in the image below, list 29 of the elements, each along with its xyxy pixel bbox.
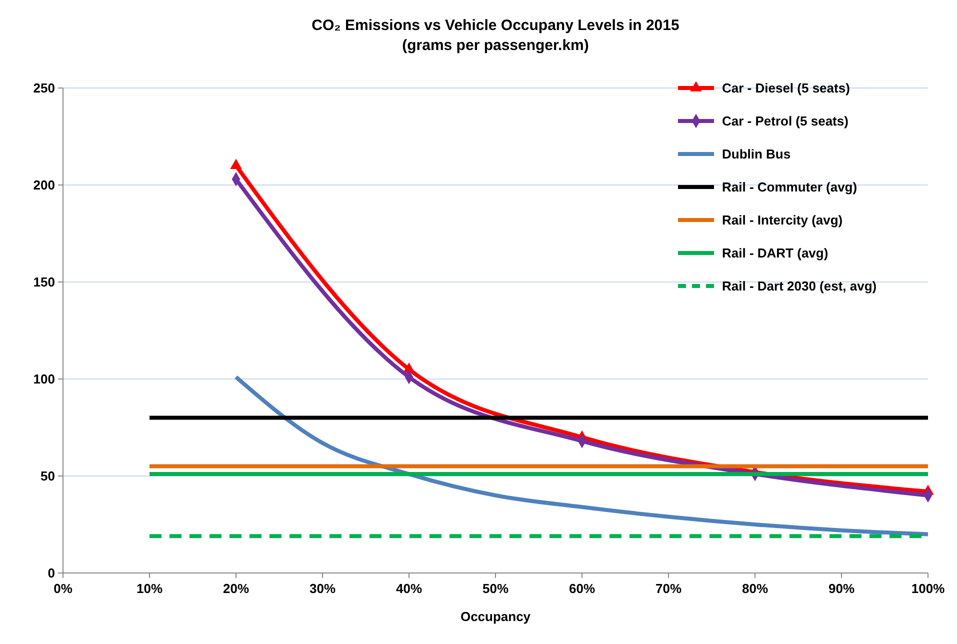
legend-label: Dublin Bus bbox=[722, 146, 791, 162]
chart-subtitle: (grams per passenger.km) bbox=[402, 37, 589, 54]
line-series bbox=[234, 375, 930, 536]
legend-label: Car - Diesel (5 seats) bbox=[722, 80, 850, 96]
legend-label: Rail - DART (avg) bbox=[722, 246, 828, 261]
y-tick-label: 100 bbox=[33, 372, 55, 387]
x-tick-label: 50% bbox=[482, 581, 509, 596]
point bbox=[230, 158, 242, 169]
y-tick-label: 150 bbox=[33, 274, 55, 290]
y-tick-label: 250 bbox=[33, 80, 55, 96]
chart-title: CO₂ Emissions vs Vehicle Occupany Levels in 2015 bbox=[312, 17, 680, 34]
legend-label: Rail - Dart 2030 (est, avg) bbox=[722, 278, 877, 294]
x-tick-label: 40% bbox=[396, 581, 422, 596]
x-axis-title: Occupancy bbox=[460, 609, 532, 624]
legend-label: Rail - Intercity (avg) bbox=[722, 212, 843, 228]
legend-label: Rail - Commuter (avg) bbox=[722, 180, 858, 195]
x-tick-label: 30% bbox=[309, 581, 336, 596]
y-tick-label: 200 bbox=[33, 178, 55, 193]
x-tick-label: 80% bbox=[742, 581, 768, 596]
x-tick-label: 10% bbox=[136, 581, 163, 596]
x-tick-label: 0% bbox=[54, 581, 73, 596]
x-tick-label: 20% bbox=[222, 581, 250, 596]
x-tick-label: 70% bbox=[655, 581, 682, 596]
x-tick-label: 100% bbox=[911, 581, 946, 596]
y-tick-label: 50 bbox=[40, 468, 55, 484]
y-tick-label: 0 bbox=[48, 566, 55, 581]
x-tick-label: 90% bbox=[828, 581, 855, 596]
legend-label: Car - Petrol (5 seats) bbox=[722, 114, 848, 129]
x-tick-label: 60% bbox=[568, 581, 596, 596]
